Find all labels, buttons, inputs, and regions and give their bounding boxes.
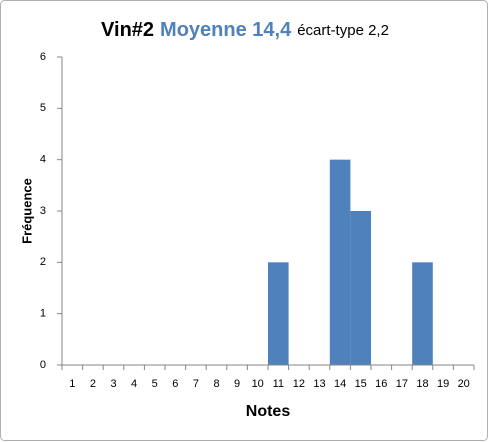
bar xyxy=(268,262,289,365)
y-tick-label: 3 xyxy=(40,205,46,217)
y-tick-label: 4 xyxy=(40,154,46,166)
title-part: Vin#2 xyxy=(101,19,154,41)
x-tick-label: 12 xyxy=(293,378,305,390)
title-part: Moyenne 14,4 xyxy=(160,19,292,41)
y-tick-label: 6 xyxy=(40,51,46,63)
x-tick-label: 14 xyxy=(334,378,346,390)
x-tick-label: 19 xyxy=(437,378,449,390)
bar xyxy=(412,262,433,365)
x-tick-label: 7 xyxy=(193,378,199,390)
x-tick-label: 15 xyxy=(355,378,367,390)
y-tick-label: 0 xyxy=(40,359,46,371)
x-tick-label: 8 xyxy=(213,378,219,390)
x-tick-label: 1 xyxy=(69,378,75,390)
x-tick-label: 5 xyxy=(152,378,158,390)
chart-title: Vin#2 Moyenne 14,4 écart-type 2,2 xyxy=(101,19,389,41)
x-tick-label: 10 xyxy=(252,378,264,390)
x-tick-label: 9 xyxy=(234,378,240,390)
x-tick-label: 13 xyxy=(313,378,325,390)
x-tick-label: 17 xyxy=(396,378,408,390)
bar xyxy=(350,211,371,365)
x-tick-label: 16 xyxy=(375,378,387,390)
x-tick-label: 11 xyxy=(273,378,284,390)
bar xyxy=(329,159,351,365)
y-tick-label: 1 xyxy=(40,308,46,320)
x-tick-label: 4 xyxy=(131,378,137,390)
x-tick-label: 2 xyxy=(90,378,96,390)
title-part: écart-type 2,2 xyxy=(297,22,389,39)
y-tick-label: 2 xyxy=(40,256,46,268)
y-tick-label: 5 xyxy=(40,102,46,114)
x-tick-label: 20 xyxy=(458,378,470,390)
x-tick-label: 3 xyxy=(110,378,116,390)
y-axis-label: Fréquence xyxy=(19,178,34,244)
x-tick-label: 6 xyxy=(172,378,178,390)
x-axis-label: Notes xyxy=(246,403,291,420)
x-tick-label: 18 xyxy=(416,378,428,390)
